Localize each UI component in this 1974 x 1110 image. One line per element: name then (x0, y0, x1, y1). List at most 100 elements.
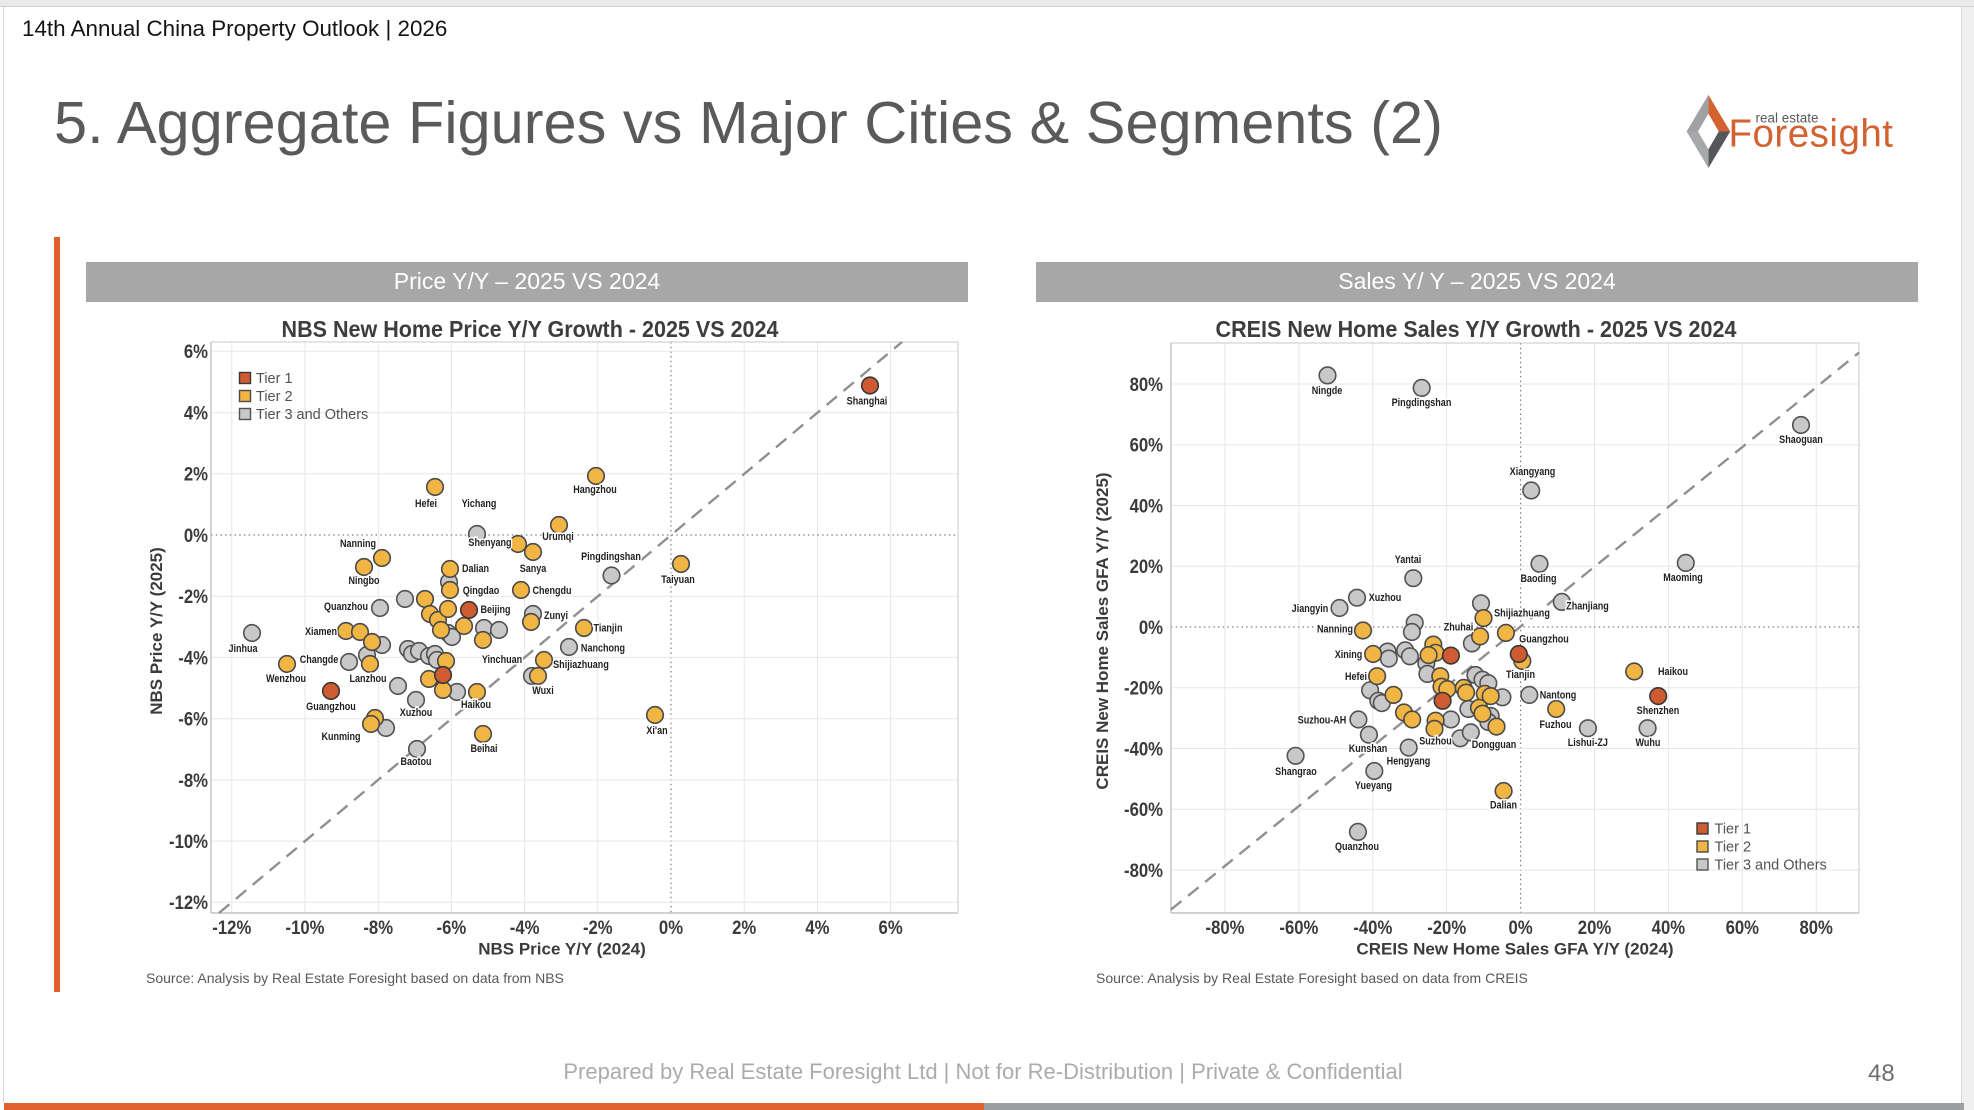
svg-text:Xuzhou: Xuzhou (1369, 592, 1402, 604)
svg-text:Baotou: Baotou (400, 756, 431, 768)
svg-text:Nanning: Nanning (340, 538, 376, 550)
svg-text:Xiamen: Xiamen (305, 626, 337, 638)
svg-text:80%: 80% (1130, 374, 1164, 395)
svg-text:NBS Price Y/Y (2024): NBS Price Y/Y (2024) (478, 940, 646, 959)
svg-text:Tier 3 and Others: Tier 3 and Others (256, 407, 368, 423)
svg-text:Xiangyang: Xiangyang (1510, 466, 1556, 478)
svg-text:-12%: -12% (169, 892, 208, 913)
svg-text:-80%: -80% (1124, 860, 1163, 881)
svg-text:Tianjin: Tianjin (594, 623, 623, 635)
svg-text:Xi'an: Xi'an (646, 725, 667, 737)
svg-text:Tier 1: Tier 1 (1715, 822, 1752, 838)
svg-text:Hefei: Hefei (415, 498, 437, 510)
svg-text:60%: 60% (1726, 917, 1760, 938)
svg-text:Lishui-ZJ: Lishui-ZJ (1568, 737, 1608, 749)
svg-text:0%: 0% (1509, 917, 1533, 938)
svg-text:Ningde: Ningde (1312, 385, 1343, 397)
svg-text:Zunyi: Zunyi (544, 610, 568, 622)
svg-text:40%: 40% (1652, 917, 1686, 938)
svg-text:Maoming: Maoming (1663, 572, 1703, 584)
svg-text:Dalian: Dalian (1490, 800, 1517, 812)
svg-text:Nanchong: Nanchong (581, 643, 625, 655)
svg-text:Hengyang: Hengyang (1387, 756, 1431, 768)
svg-text:Xining: Xining (1335, 649, 1363, 661)
svg-text:Yinchuan: Yinchuan (482, 654, 522, 666)
svg-text:Xuzhou: Xuzhou (400, 707, 433, 719)
svg-text:Tier 2: Tier 2 (1715, 840, 1752, 856)
svg-text:Jinhua: Jinhua (228, 643, 257, 655)
svg-text:Hefei: Hefei (1345, 671, 1367, 683)
svg-text:NBS Price Y/Y (2025): NBS Price Y/Y (2025) (147, 547, 166, 715)
svg-text:Hangzhou: Hangzhou (573, 484, 617, 496)
svg-text:Quanzhou: Quanzhou (324, 601, 368, 613)
svg-text:0%: 0% (184, 525, 208, 546)
svg-text:-60%: -60% (1279, 917, 1318, 938)
svg-text:-20%: -20% (1427, 917, 1466, 938)
svg-text:Dongguan: Dongguan (1472, 739, 1517, 751)
svg-text:-10%: -10% (169, 831, 208, 852)
svg-text:-6%: -6% (178, 709, 208, 730)
svg-text:-40%: -40% (1353, 917, 1392, 938)
svg-text:Nanning: Nanning (1317, 624, 1353, 636)
svg-text:Zhanjiang: Zhanjiang (1566, 601, 1609, 613)
svg-text:Taiyuan: Taiyuan (661, 574, 694, 586)
svg-text:-20%: -20% (1124, 678, 1163, 699)
svg-text:Zhuhai: Zhuhai (1444, 622, 1474, 634)
svg-text:-6%: -6% (437, 917, 467, 938)
svg-text:-80%: -80% (1206, 917, 1245, 938)
svg-text:Sanya: Sanya (520, 563, 547, 575)
svg-text:Ningbo: Ningbo (348, 575, 379, 587)
svg-text:Tier 2: Tier 2 (256, 389, 293, 405)
svg-text:-2%: -2% (178, 586, 208, 607)
svg-text:Tianjin: Tianjin (1506, 669, 1535, 681)
svg-text:40%: 40% (1130, 495, 1164, 516)
svg-text:Fuzhou: Fuzhou (1539, 719, 1571, 731)
svg-text:Jiangyin: Jiangyin (1292, 603, 1329, 615)
svg-text:-2%: -2% (583, 917, 613, 938)
svg-text:Wenzhou: Wenzhou (266, 673, 306, 685)
svg-text:-8%: -8% (178, 770, 208, 791)
svg-text:-8%: -8% (363, 917, 393, 938)
svg-text:Shaoguan: Shaoguan (1779, 434, 1823, 446)
svg-text:Pingdingshan: Pingdingshan (581, 551, 641, 563)
svg-text:Suzhou-AH: Suzhou-AH (1298, 715, 1347, 727)
svg-text:Shenzhen: Shenzhen (1637, 705, 1680, 717)
svg-text:Chengdu: Chengdu (532, 585, 571, 597)
svg-text:6%: 6% (879, 917, 903, 938)
svg-text:Beihai: Beihai (470, 743, 497, 755)
svg-text:Haikou: Haikou (1658, 666, 1688, 678)
svg-text:6%: 6% (184, 341, 208, 362)
svg-text:Beijing: Beijing (480, 604, 510, 616)
svg-text:4%: 4% (184, 403, 208, 424)
svg-text:Foresight: Foresight (1729, 113, 1894, 156)
svg-text:Yantai: Yantai (1395, 554, 1422, 566)
svg-text:Shijiazhuang: Shijiazhuang (1494, 608, 1550, 620)
svg-text:4%: 4% (805, 917, 829, 938)
svg-text:Changde: Changde (300, 654, 339, 666)
svg-text:Wuhu: Wuhu (1636, 737, 1661, 749)
svg-text:Guangzhou: Guangzhou (306, 701, 356, 713)
svg-text:-4%: -4% (178, 647, 208, 668)
svg-text:Shijiazhuang: Shijiazhuang (553, 659, 609, 671)
svg-text:CREIS New Home Sales GFA Y/Y (: CREIS New Home Sales GFA Y/Y (2025) (1093, 472, 1112, 789)
svg-text:-40%: -40% (1124, 738, 1163, 759)
svg-text:Haikou: Haikou (461, 699, 491, 711)
svg-text:2%: 2% (732, 917, 756, 938)
svg-text:0%: 0% (659, 917, 683, 938)
svg-text:Lanzhou: Lanzhou (349, 673, 386, 685)
svg-text:80%: 80% (1799, 917, 1833, 938)
svg-text:20%: 20% (1578, 917, 1612, 938)
svg-text:Wuxi: Wuxi (532, 685, 554, 697)
svg-text:Shangrao: Shangrao (1275, 766, 1317, 778)
svg-text:0%: 0% (1139, 617, 1163, 638)
svg-text:CREIS New Home Sales GFA Y/Y (: CREIS New Home Sales GFA Y/Y (2024) (1356, 940, 1673, 959)
svg-text:real estate: real estate (1756, 111, 1819, 126)
svg-text:20%: 20% (1130, 556, 1164, 577)
svg-text:Guangzhou: Guangzhou (1519, 634, 1569, 646)
svg-text:Tier 3 and Others: Tier 3 and Others (1715, 858, 1827, 874)
svg-text:Kunming: Kunming (321, 731, 360, 743)
svg-text:60%: 60% (1130, 435, 1164, 456)
svg-text:-12%: -12% (212, 917, 251, 938)
svg-text:-10%: -10% (286, 917, 325, 938)
svg-text:Shanghai: Shanghai (847, 396, 888, 408)
